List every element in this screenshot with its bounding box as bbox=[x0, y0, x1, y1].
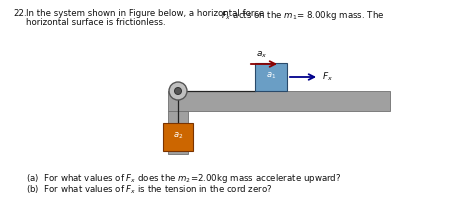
Text: 22.: 22. bbox=[13, 9, 27, 18]
Text: $F_x$: $F_x$ bbox=[221, 9, 232, 22]
Text: (b)  For what values of $F_x$ is the tension in the cord zero?: (b) For what values of $F_x$ is the tens… bbox=[26, 183, 273, 195]
Circle shape bbox=[169, 82, 187, 100]
Bar bbox=[168, 91, 390, 111]
Text: horizontal surface is frictionless.: horizontal surface is frictionless. bbox=[26, 18, 165, 27]
Circle shape bbox=[174, 88, 182, 94]
Text: $a_1$: $a_1$ bbox=[266, 71, 276, 81]
Text: $a_x$: $a_x$ bbox=[256, 50, 268, 60]
Bar bbox=[255, 63, 287, 91]
Text: $F_x$: $F_x$ bbox=[322, 71, 333, 83]
Text: (a)  For what values of $F_x$ does the $m_2$=2.00kg mass accelerate upward?: (a) For what values of $F_x$ does the $m… bbox=[26, 172, 341, 185]
Bar bbox=[168, 111, 188, 154]
Text: In the system shown in Figure below, a horizontal force: In the system shown in Figure below, a h… bbox=[26, 9, 267, 18]
Text: acts on the $m_1$= 8.00kg mass. The: acts on the $m_1$= 8.00kg mass. The bbox=[230, 9, 384, 22]
Text: $a_2$: $a_2$ bbox=[173, 131, 183, 141]
Bar bbox=[163, 123, 193, 151]
